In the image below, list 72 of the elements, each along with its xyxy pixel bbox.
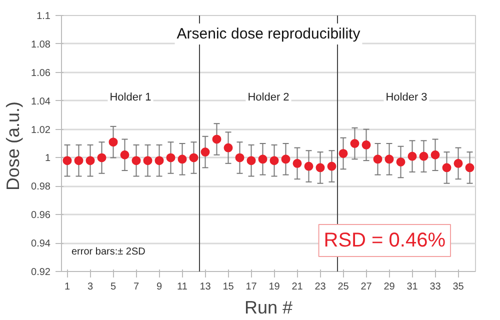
- x-tick-label: 19: [268, 282, 280, 292]
- annotation: RSD = 0.46%: [324, 230, 446, 252]
- x-tick-label: 1: [64, 282, 70, 292]
- point: [200, 148, 210, 157]
- point: [281, 154, 290, 164]
- point: [143, 156, 152, 166]
- point: [350, 139, 360, 148]
- point: [292, 158, 302, 168]
- x-tick-label: 13: [200, 282, 212, 292]
- y-tick-label: 0.92: [31, 267, 51, 278]
- y-tick-label: 1.1: [36, 11, 51, 22]
- annotation: error bars:± 2SD: [72, 246, 146, 258]
- x-tick-label: 29: [384, 282, 396, 292]
- point: [246, 156, 256, 166]
- y-axis-title: Dose (a.u.): [3, 101, 24, 191]
- y-tick-label: 1.04: [31, 96, 51, 108]
- x-tick-label: 21: [292, 282, 304, 292]
- point: [316, 163, 325, 172]
- text: Arsenic dose reproducibility: [176, 26, 361, 42]
- point: [108, 138, 118, 147]
- x-tick-label: 15: [222, 282, 234, 292]
- point: [166, 153, 176, 162]
- y-tick-label: 1: [44, 153, 51, 164]
- point: [304, 162, 314, 171]
- point: [430, 150, 440, 160]
- x-tick-label: 25: [338, 282, 350, 292]
- x-tick-label: 31: [406, 282, 418, 292]
- point: [224, 143, 233, 152]
- point: [212, 134, 222, 144]
- point: [189, 153, 198, 162]
- x-tick-label: 5: [110, 282, 116, 292]
- y-tick-label: 1.06: [31, 68, 51, 79]
- point: [338, 148, 348, 158]
- x-tick-label: 7: [133, 282, 140, 292]
- point: [235, 153, 244, 162]
- point: [419, 152, 428, 161]
- point: [178, 154, 187, 164]
- annotation: Holder 2: [248, 92, 290, 104]
- x-tick-label: 11: [177, 282, 188, 292]
- annotation: Holder 1: [110, 92, 152, 104]
- y-tick-label: 0.96: [31, 210, 51, 222]
- point: [396, 157, 406, 166]
- point: [97, 153, 106, 162]
- point: [454, 158, 463, 168]
- x-tick-label: 9: [156, 282, 162, 292]
- y-tick-label: 1.02: [31, 124, 51, 136]
- point: [120, 150, 130, 160]
- x-tick-label: 35: [452, 282, 464, 292]
- x-tick-label: 27: [360, 282, 372, 292]
- point: [373, 154, 382, 164]
- point: [362, 140, 371, 150]
- point: [62, 156, 72, 166]
- point: [408, 152, 417, 161]
- x-tick-label: 3: [87, 282, 94, 292]
- point: [270, 156, 279, 166]
- point: [154, 156, 164, 166]
- point: [384, 154, 394, 164]
- y-tick-label: 0.94: [31, 238, 51, 250]
- x-tick-label: 17: [246, 282, 258, 292]
- point: [74, 156, 84, 166]
- y-tick-label: 0.98: [31, 182, 51, 193]
- point: [442, 163, 452, 172]
- y-tick-label: 1.08: [31, 39, 51, 50]
- x-axis-title: Run #: [244, 298, 293, 318]
- point: [132, 156, 141, 166]
- point: [465, 163, 474, 172]
- point: [258, 154, 268, 164]
- x-tick-label: 23: [314, 282, 326, 292]
- annotation: Holder 3: [386, 92, 428, 104]
- point: [86, 156, 95, 166]
- x-tick-label: 33: [430, 282, 442, 292]
- point: [327, 162, 336, 171]
